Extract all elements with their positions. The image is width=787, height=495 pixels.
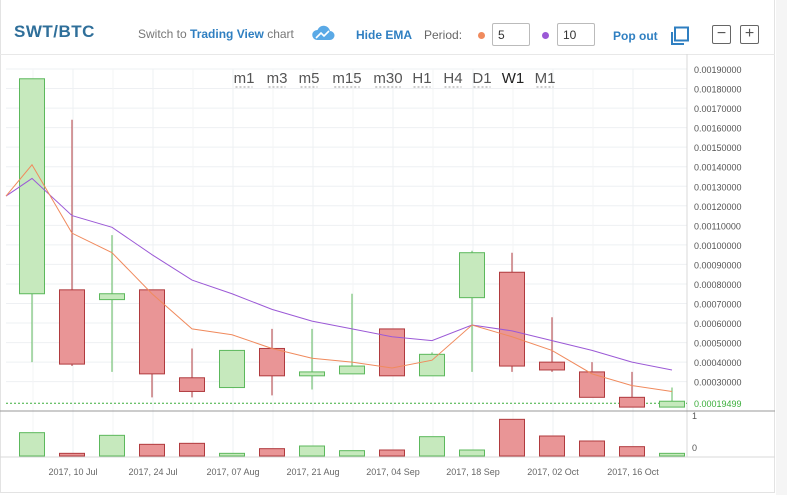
volume-bar (179, 442, 205, 457)
trading-view-link[interactable]: Trading View (190, 27, 264, 41)
x-tick-label: 2017, 18 Sep (446, 467, 500, 477)
candle-body[interactable] (579, 371, 605, 398)
volume-bar (659, 452, 685, 457)
candle-body[interactable] (459, 252, 485, 299)
candle-body[interactable] (259, 347, 285, 377)
pair-title: SWT/BTC (14, 22, 95, 41)
ema-short-dot-icon (478, 32, 485, 39)
y-tick-label: 0.00030000 (694, 378, 742, 388)
candle-body[interactable] (299, 371, 325, 377)
y-tick-label: 0.00130000 (694, 182, 742, 192)
candle-body[interactable] (379, 328, 405, 377)
volume-bar (339, 450, 365, 457)
y-tick-label: 0.00090000 (694, 260, 742, 270)
volume-bar (499, 418, 525, 457)
candle-body[interactable] (59, 289, 85, 365)
ema-long-line (5, 177, 673, 371)
candlestick-chart[interactable]: 0.00030000 0.00040000 0.00050000 0.00060000… (0, 54, 775, 494)
volume-bar (619, 446, 645, 457)
x-tick-label: 2017, 02 Oct (527, 467, 579, 477)
last-price-label: 0.00019499 (694, 399, 742, 409)
y-tick-label: 0.00060000 (694, 319, 742, 329)
volume-bar (419, 436, 445, 457)
candle-body[interactable] (419, 353, 445, 377)
x-tick-label: 2017, 04 Sep (366, 467, 420, 477)
candle-body[interactable] (179, 377, 205, 392)
volume-bar (379, 449, 405, 457)
volume-tick-label: 1 (692, 411, 697, 421)
volume-bar (459, 449, 485, 457)
volume-bar (219, 452, 245, 457)
ema-long-dot-icon (542, 32, 549, 39)
timeframe-m5[interactable]: m5 (299, 70, 320, 87)
y-tick-label: 0.00110000 (694, 221, 741, 231)
y-tick-label: 0.00040000 (694, 358, 742, 368)
ema-short-input[interactable]: 5 (492, 23, 530, 46)
y-tick-label: 0.00140000 (694, 163, 742, 173)
volume-bar (299, 445, 325, 457)
volume-bar (139, 443, 165, 457)
x-tick-label: 2017, 24 Jul (128, 467, 177, 477)
timeframe-m1[interactable]: m1 (234, 70, 255, 87)
timeframe-h1[interactable]: H1 (412, 70, 431, 87)
zoom-in-button[interactable]: + (740, 25, 759, 44)
volume-bar (539, 435, 565, 457)
volume-bar (99, 434, 125, 457)
candle-body[interactable] (619, 396, 645, 408)
candle-body[interactable] (659, 400, 685, 408)
volume-bar (259, 448, 285, 457)
page-scrollbar[interactable] (776, 0, 787, 495)
timeframe-m30[interactable]: m30 (373, 70, 402, 87)
y-tick-label: 0.00180000 (694, 85, 742, 95)
timeframe-m3[interactable]: m3 (267, 70, 288, 87)
x-tick-label: 2017, 21 Aug (286, 467, 339, 477)
switch-chart-link[interactable]: Switch to Trading View chart (138, 27, 294, 41)
timeframe-h4[interactable]: H4 (443, 70, 462, 87)
y-tick-label: 0.00120000 (694, 202, 742, 212)
x-tick-label: 2017, 16 Oct (607, 467, 659, 477)
ema-long-input[interactable]: 10 (557, 23, 595, 46)
y-tick-label: 0.00080000 (694, 280, 742, 290)
switch-prefix: Switch to (138, 27, 187, 41)
candle-body[interactable] (539, 361, 565, 371)
hide-ema-button[interactable]: Hide EMA (356, 28, 413, 42)
zoom-out-button[interactable]: − (712, 25, 731, 44)
volume-bar (579, 440, 605, 457)
x-tick-label: 2017, 10 Jul (48, 467, 97, 477)
y-tick-label: 0.00190000 (694, 65, 742, 75)
y-tick-label: 0.00170000 (694, 104, 742, 114)
volume-bar (59, 452, 85, 457)
timeframe-m1[interactable]: M1 (535, 70, 556, 87)
switch-suffix: chart (267, 27, 294, 41)
volume-tick-label: 0 (692, 443, 697, 453)
timeframe-d1[interactable]: D1 (472, 70, 491, 87)
timeframe-w1[interactable]: W1 (502, 70, 525, 87)
y-tick-label: 0.00050000 (694, 339, 742, 349)
trading-view-cloud-icon[interactable] (311, 25, 335, 41)
candle-body[interactable] (139, 289, 165, 375)
y-tick-label: 0.00100000 (694, 241, 742, 251)
y-tick-label: 0.00150000 (694, 143, 742, 153)
y-tick-label: 0.00160000 (694, 124, 742, 134)
timeframe-m15[interactable]: m15 (332, 70, 361, 87)
pop-out-button[interactable]: Pop out (613, 29, 658, 43)
candle-body[interactable] (99, 293, 125, 301)
period-label: Period: (424, 28, 463, 42)
volume-bar (19, 432, 45, 457)
candle-body[interactable] (339, 365, 365, 375)
candle-body[interactable] (499, 271, 525, 367)
candle-body[interactable] (219, 349, 245, 389)
ema-short-line (5, 163, 673, 392)
y-tick-label: 0.00070000 (694, 300, 742, 310)
chart-header: SWT/BTC Switch to Trading View chart Hid… (0, 0, 775, 55)
x-tick-label: 2017, 07 Aug (206, 467, 259, 477)
pop-out-icon[interactable] (670, 26, 690, 46)
